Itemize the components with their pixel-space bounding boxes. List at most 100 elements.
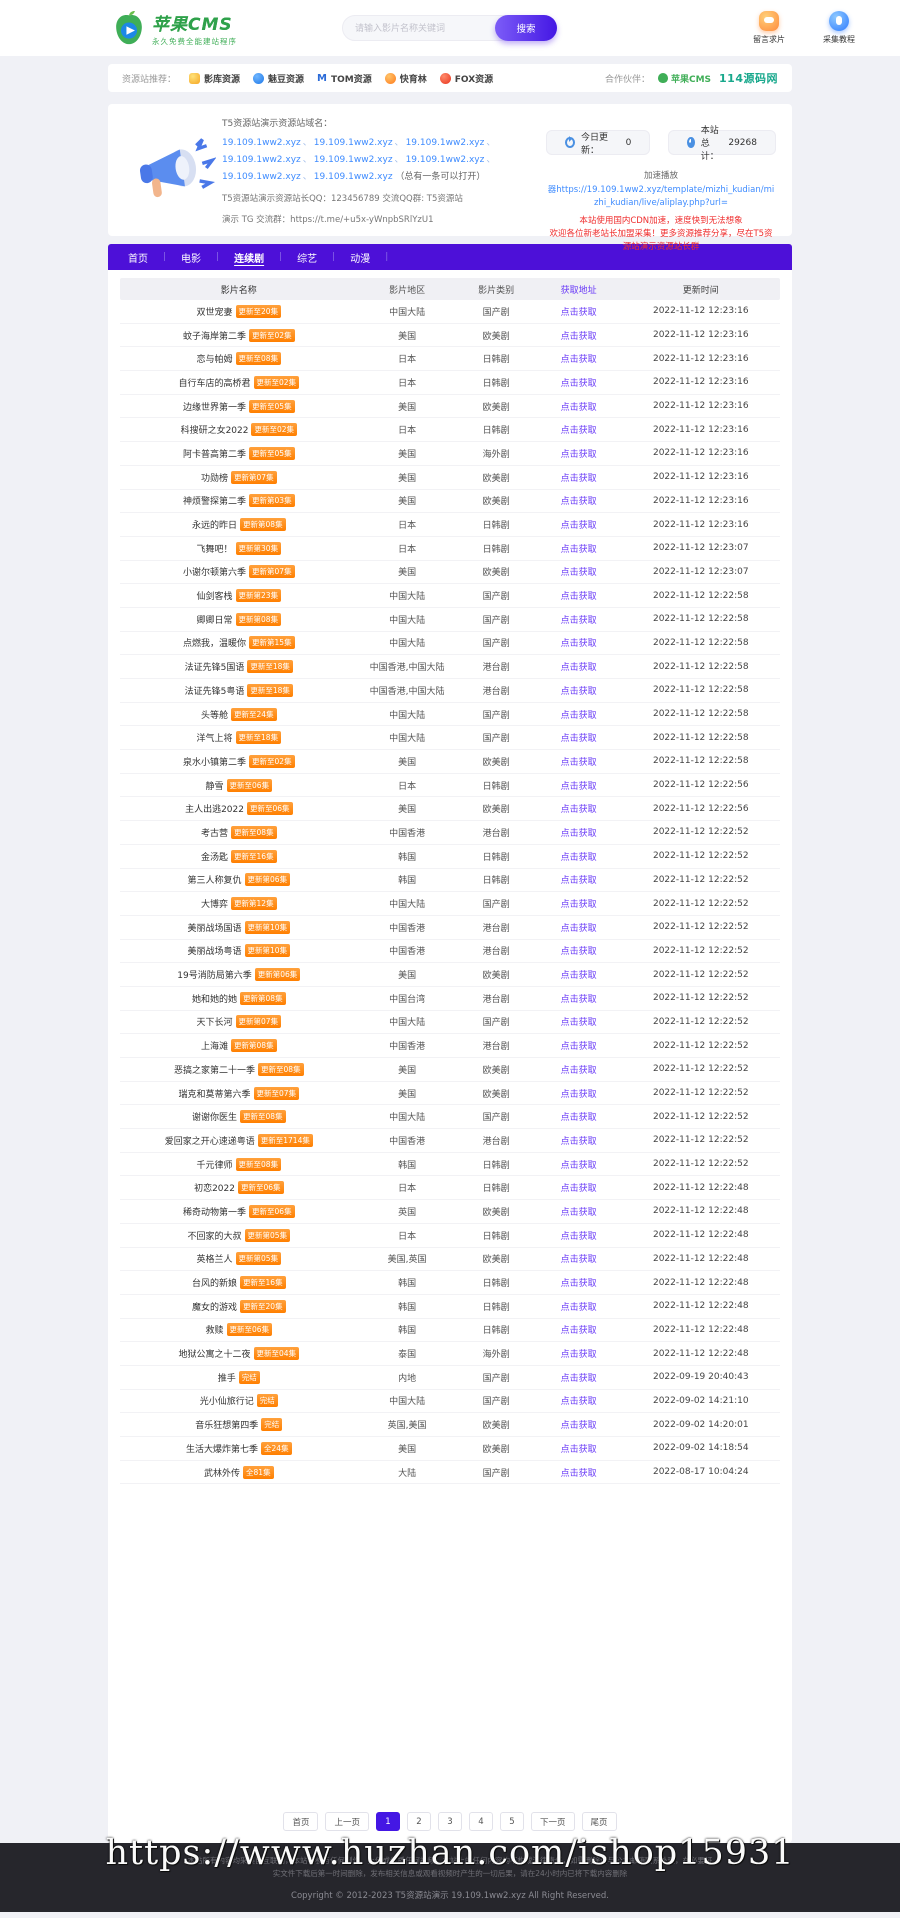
movie-title[interactable]: 头等舱 bbox=[201, 710, 229, 721]
partner-link[interactable]: FOX资源 bbox=[439, 72, 493, 85]
movie-title[interactable]: 功勋榜 bbox=[201, 473, 229, 484]
domain-link[interactable]: 19.109.1ww2.xyz bbox=[222, 138, 301, 148]
partner-link[interactable]: 魅豆资源 bbox=[253, 72, 304, 85]
domain-link[interactable]: 19.109.1ww2.xyz bbox=[222, 172, 301, 183]
movie-title[interactable]: 自行车店的高桥君 bbox=[178, 378, 251, 389]
get-address-link[interactable]: 点击获取 bbox=[560, 710, 597, 721]
get-address-link[interactable]: 点击获取 bbox=[560, 497, 597, 508]
get-address-link[interactable]: 点击获取 bbox=[560, 378, 597, 389]
movie-title[interactable]: 美丽战场粤语 bbox=[187, 947, 242, 958]
partner-link[interactable]: M TOM资源 bbox=[317, 72, 372, 85]
get-address-link[interactable]: 点击获取 bbox=[560, 1207, 597, 1218]
movie-title[interactable]: 蚊子海岸第二季 bbox=[183, 331, 247, 342]
get-address-link[interactable]: 点击获取 bbox=[560, 1421, 597, 1432]
get-address-link[interactable]: 点击获取 bbox=[560, 1231, 597, 1242]
get-address-link[interactable]: 点击获取 bbox=[560, 426, 597, 437]
get-address-link[interactable]: 点击获取 bbox=[560, 663, 597, 674]
movie-title[interactable]: 泉水小镇第二季 bbox=[183, 757, 247, 768]
get-address-link[interactable]: 点击获取 bbox=[560, 1184, 597, 1195]
get-address-link[interactable]: 点击获取 bbox=[560, 449, 597, 460]
page-button-首页[interactable]: 首页 bbox=[283, 1812, 319, 1832]
get-address-link[interactable]: 点击获取 bbox=[560, 828, 597, 839]
nav-item-首页[interactable]: 首页 bbox=[128, 253, 148, 265]
get-address-link[interactable]: 点击获取 bbox=[560, 757, 597, 768]
get-address-link[interactable]: 点击获取 bbox=[560, 971, 597, 982]
movie-title[interactable]: 边缘世界第一季 bbox=[183, 402, 247, 413]
get-address-link[interactable]: 点击获取 bbox=[560, 521, 597, 532]
get-address-link[interactable]: 点击获取 bbox=[560, 1302, 597, 1313]
get-address-link[interactable]: 点击获取 bbox=[560, 1136, 597, 1147]
movie-title[interactable]: 推手 bbox=[217, 1373, 236, 1384]
movie-title[interactable]: 她和她的她 bbox=[192, 994, 238, 1005]
get-address-link[interactable]: 点击获取 bbox=[560, 592, 597, 603]
movie-title[interactable]: 稀奇动物第一季 bbox=[183, 1207, 247, 1218]
get-address-link[interactable]: 点击获取 bbox=[560, 639, 597, 650]
get-address-link[interactable]: 点击获取 bbox=[560, 923, 597, 934]
domain-link[interactable]: 19.109.1ww2.xyz bbox=[405, 155, 485, 166]
movie-title[interactable]: 神烦警探第二季 bbox=[183, 497, 247, 508]
movie-title[interactable]: 台风的新娘 bbox=[192, 1279, 238, 1290]
get-address-link[interactable]: 点击获取 bbox=[560, 1065, 597, 1076]
quick-link-message[interactable]: 留言求片 bbox=[753, 11, 785, 45]
domain-link[interactable]: 19.109.1ww2.xyz bbox=[313, 155, 393, 166]
domain-link[interactable]: 19.109.1ww2.xyz bbox=[313, 172, 393, 183]
get-address-link[interactable]: 点击获取 bbox=[560, 307, 597, 318]
get-address-link[interactable]: 点击获取 bbox=[560, 900, 597, 911]
movie-title[interactable]: 光小仙旅行记 bbox=[199, 1397, 254, 1408]
quick-link-tutorial[interactable]: 采集教程 bbox=[823, 11, 855, 45]
page-button-2[interactable]: 2 bbox=[407, 1812, 431, 1832]
movie-title[interactable]: 阿卡普高第二季 bbox=[183, 449, 247, 460]
nav-item-动漫[interactable]: 动漫 bbox=[350, 253, 371, 265]
movie-title[interactable]: 音乐狂想第四季 bbox=[195, 1421, 259, 1432]
stat-pill-total[interactable]: 本站总计： 29268 bbox=[668, 126, 776, 162]
get-address-link[interactable]: 点击获取 bbox=[560, 1160, 597, 1171]
movie-title[interactable]: 救赎 bbox=[205, 1326, 224, 1337]
page-button-1[interactable]: 1 bbox=[376, 1812, 400, 1832]
get-address-link[interactable]: 点击获取 bbox=[560, 355, 597, 366]
movie-title[interactable]: 仙剑客栈 bbox=[196, 592, 233, 603]
movie-title[interactable]: 魔女的游戏 bbox=[192, 1302, 238, 1313]
movie-title[interactable]: 恋与帕姆 bbox=[196, 355, 233, 366]
movie-title[interactable]: 地狱公寓之十二夜 bbox=[178, 1350, 251, 1361]
page-button-4[interactable]: 4 bbox=[469, 1812, 493, 1832]
get-address-link[interactable]: 点击获取 bbox=[560, 1255, 597, 1266]
movie-title[interactable]: 谢谢你医生 bbox=[192, 1113, 238, 1124]
movie-title[interactable]: 主人出逃2022 bbox=[185, 805, 244, 816]
movie-title[interactable]: 天下长河 bbox=[196, 1018, 233, 1029]
movie-title[interactable]: 爱回家之开心速递粤语 bbox=[164, 1136, 255, 1147]
get-address-link[interactable]: 点击获取 bbox=[560, 1397, 597, 1408]
movie-title[interactable]: 飞舞吧！ bbox=[196, 544, 233, 555]
movie-title[interactable]: 金汤匙 bbox=[201, 852, 229, 863]
movie-title[interactable]: 第三人称复仇 bbox=[187, 876, 242, 887]
get-address-link[interactable]: 点击获取 bbox=[560, 947, 597, 958]
get-address-link[interactable]: 点击获取 bbox=[560, 852, 597, 863]
get-address-link[interactable]: 点击获取 bbox=[560, 331, 597, 342]
movie-title[interactable]: 上海滩 bbox=[201, 1042, 229, 1053]
get-address-link[interactable]: 点击获取 bbox=[560, 781, 597, 792]
movie-title[interactable]: 永远的昨日 bbox=[192, 521, 238, 532]
get-address-link[interactable]: 点击获取 bbox=[560, 1089, 597, 1100]
movie-title[interactable]: 大博弈 bbox=[201, 900, 229, 911]
get-address-link[interactable]: 点击获取 bbox=[560, 734, 597, 745]
partner-link[interactable]: 快育林 bbox=[384, 72, 427, 85]
coop-114-link[interactable]: 114源码网 bbox=[719, 72, 778, 85]
stat-pill-today[interactable]: 今日更新： 0 bbox=[546, 130, 651, 156]
nav-item-连续剧[interactable]: 连续剧 bbox=[234, 253, 265, 265]
movie-title[interactable]: 点燃我，温暖你 bbox=[183, 639, 247, 650]
movie-title[interactable]: 千元律师 bbox=[196, 1160, 233, 1171]
nav-item-综艺[interactable]: 综艺 bbox=[297, 253, 318, 265]
movie-title[interactable]: 瑞克和莫蒂第六季 bbox=[178, 1089, 251, 1100]
get-address-link[interactable]: 点击获取 bbox=[560, 876, 597, 887]
search-button[interactable]: 搜索 bbox=[495, 15, 557, 41]
movie-title[interactable]: 生活大爆炸第七季 bbox=[186, 1444, 259, 1455]
get-address-link[interactable]: 点击获取 bbox=[560, 1279, 597, 1290]
get-address-link[interactable]: 点击获取 bbox=[560, 686, 597, 697]
page-button-3[interactable]: 3 bbox=[438, 1812, 462, 1832]
movie-title[interactable]: 小谢尔顿第六季 bbox=[183, 568, 247, 579]
movie-title[interactable]: 法证先锋5国语 bbox=[184, 663, 245, 674]
get-address-link[interactable]: 点击获取 bbox=[560, 1373, 597, 1384]
movie-title[interactable]: 美丽战场国语 bbox=[187, 923, 242, 934]
get-address-link[interactable]: 点击获取 bbox=[560, 1018, 597, 1029]
movie-title[interactable]: 19号消防局第六季 bbox=[177, 971, 252, 982]
get-address-link[interactable]: 点击获取 bbox=[560, 1444, 597, 1455]
